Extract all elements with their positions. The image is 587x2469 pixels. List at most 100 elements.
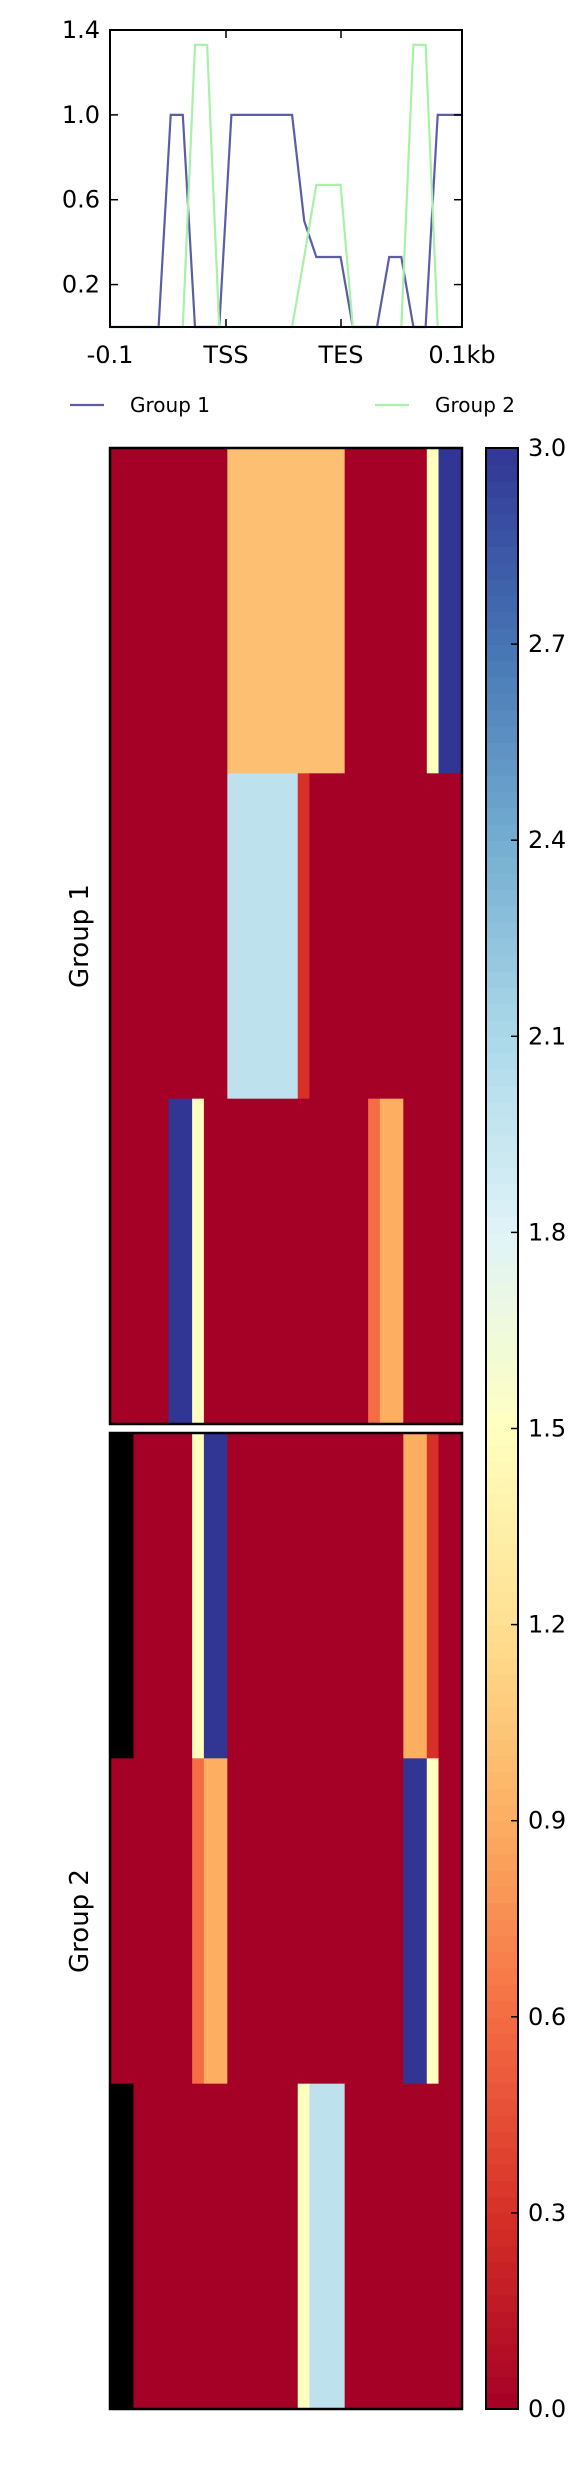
heatmap-cell [110,1098,170,1425]
heatmap-cell [203,1758,228,2085]
colorbar-strip [486,2065,518,2083]
colorbar-strip [486,1216,518,1234]
x-tick-label: -0.1 [87,341,134,369]
heatmap-cell [309,773,463,1100]
colorbar-strip [486,758,518,776]
colorbar-strip [486,513,518,531]
colorbar-strip [486,1199,518,1217]
colorbar-strip [486,2392,518,2410]
heatmap-cell [368,1098,381,1425]
colorbar-strip [486,1363,518,1381]
colorbar-strip [486,1902,518,1920]
heatmap-frame [108,446,464,1426]
heatmap-cell [168,1098,193,1425]
colorbar-strip [486,921,518,940]
colorbar-strip [486,1706,518,1724]
colorbar-strip [486,1771,518,1789]
colorbar-strip [486,1493,518,1512]
colorbar-tick-label: 0.9 [528,1807,566,1835]
legend: Group 1 Group 2 [70,393,515,417]
heatmap-cell [192,1098,205,1425]
colorbar-strip [486,1019,518,1038]
colorbar-strip [486,889,518,907]
colorbar-strip [486,1689,518,1708]
colorbar-tick-label: 2.1 [528,1022,566,1050]
colorbar-strip [486,905,518,923]
group-label: Group 1 [65,884,95,988]
colorbar-strip [486,2000,518,2018]
colorbar-strip [486,1118,518,1136]
colorbar-strip [486,938,518,956]
heatmap-cell [227,1433,404,1759]
colorbar-strip [486,2343,518,2361]
heatmap-cell [203,1433,228,1759]
colorbar-strip [486,1444,518,1462]
colorbar-strip [486,2196,518,2214]
heatmap-cell [344,448,428,774]
colorbar-strip [486,1886,518,1904]
colorbar-strip [486,709,518,727]
colorbar-strip [486,742,518,760]
colorbar-strip [486,1477,518,1495]
colorbar-strip [486,1150,518,1168]
colorbar-strip [486,2294,518,2312]
colorbar-strip [486,1510,518,1528]
colorbar-strip [486,1003,518,1021]
colorbar-strip [486,1379,518,1397]
colorbar-tick-label: 1.5 [528,1415,566,1443]
y-tick-label: 0.6 [62,186,100,214]
heatmap-cell [438,448,463,774]
heatmap-cell [403,1098,463,1425]
colorbar-strip [486,1395,518,1413]
colorbar-strip [486,2229,518,2247]
heatmap-cell [403,1758,428,2085]
colorbar-strip [486,1820,518,1838]
colorbar-strip [486,627,518,645]
colorbar-strip [486,1722,518,1740]
colorbar-strip [486,987,518,1005]
colorbar-tick-label: 1.2 [528,1611,566,1639]
heatmap-cell [192,1758,205,2085]
colorbar-strip [486,2163,518,2182]
colorbar-strip [486,660,518,678]
colorbar-strip [486,1755,518,1773]
colorbar-strip [486,2098,518,2116]
x-tick-label: TSS [202,341,248,369]
colorbar-strip [486,1951,518,1969]
colorbar-strip [486,2114,518,2132]
colorbar-strip [486,1738,518,1757]
colorbar-strip [486,1036,518,1054]
legend-label-1: Group 1 [130,393,210,417]
colorbar-strip [486,644,518,662]
heatmap-cell [133,2083,299,2410]
colorbar-strip [486,1788,518,1806]
heatmap-cell [426,1758,440,2085]
group-label: Group 2 [65,1869,95,1973]
x-tick-label: 0.1kb [428,341,495,369]
colorbar-strip [486,1068,518,1087]
colorbar-strip [486,1869,518,1887]
colorbar-strip [486,497,518,515]
colorbar-strip [486,1281,518,1299]
heatmap-cell [297,773,311,1100]
colorbar-tick-label: 2.7 [528,630,566,658]
colorbar-strip [486,2033,518,2051]
colorbar-strip [486,970,518,989]
colorbar-strip [486,1526,518,1544]
colorbar-strip [486,1330,518,1348]
colorbar-strip [486,1461,518,1479]
heatmap-cell [426,448,440,774]
heatmap-cell [309,2083,346,2410]
colorbar-strip [486,954,518,972]
colorbar-tick-label: 3.0 [528,434,566,462]
colorbar-strip [486,1559,518,1577]
heatmap-cell [227,1758,404,2085]
colorbar-strip [486,1918,518,1936]
colorbar-strip [486,1428,518,1446]
colorbar-strip [486,807,518,825]
colorbar-strip [486,1232,518,1250]
colorbar-strip [486,676,518,694]
heatmap-cell [227,773,299,1100]
colorbar-strip [486,2245,518,2263]
